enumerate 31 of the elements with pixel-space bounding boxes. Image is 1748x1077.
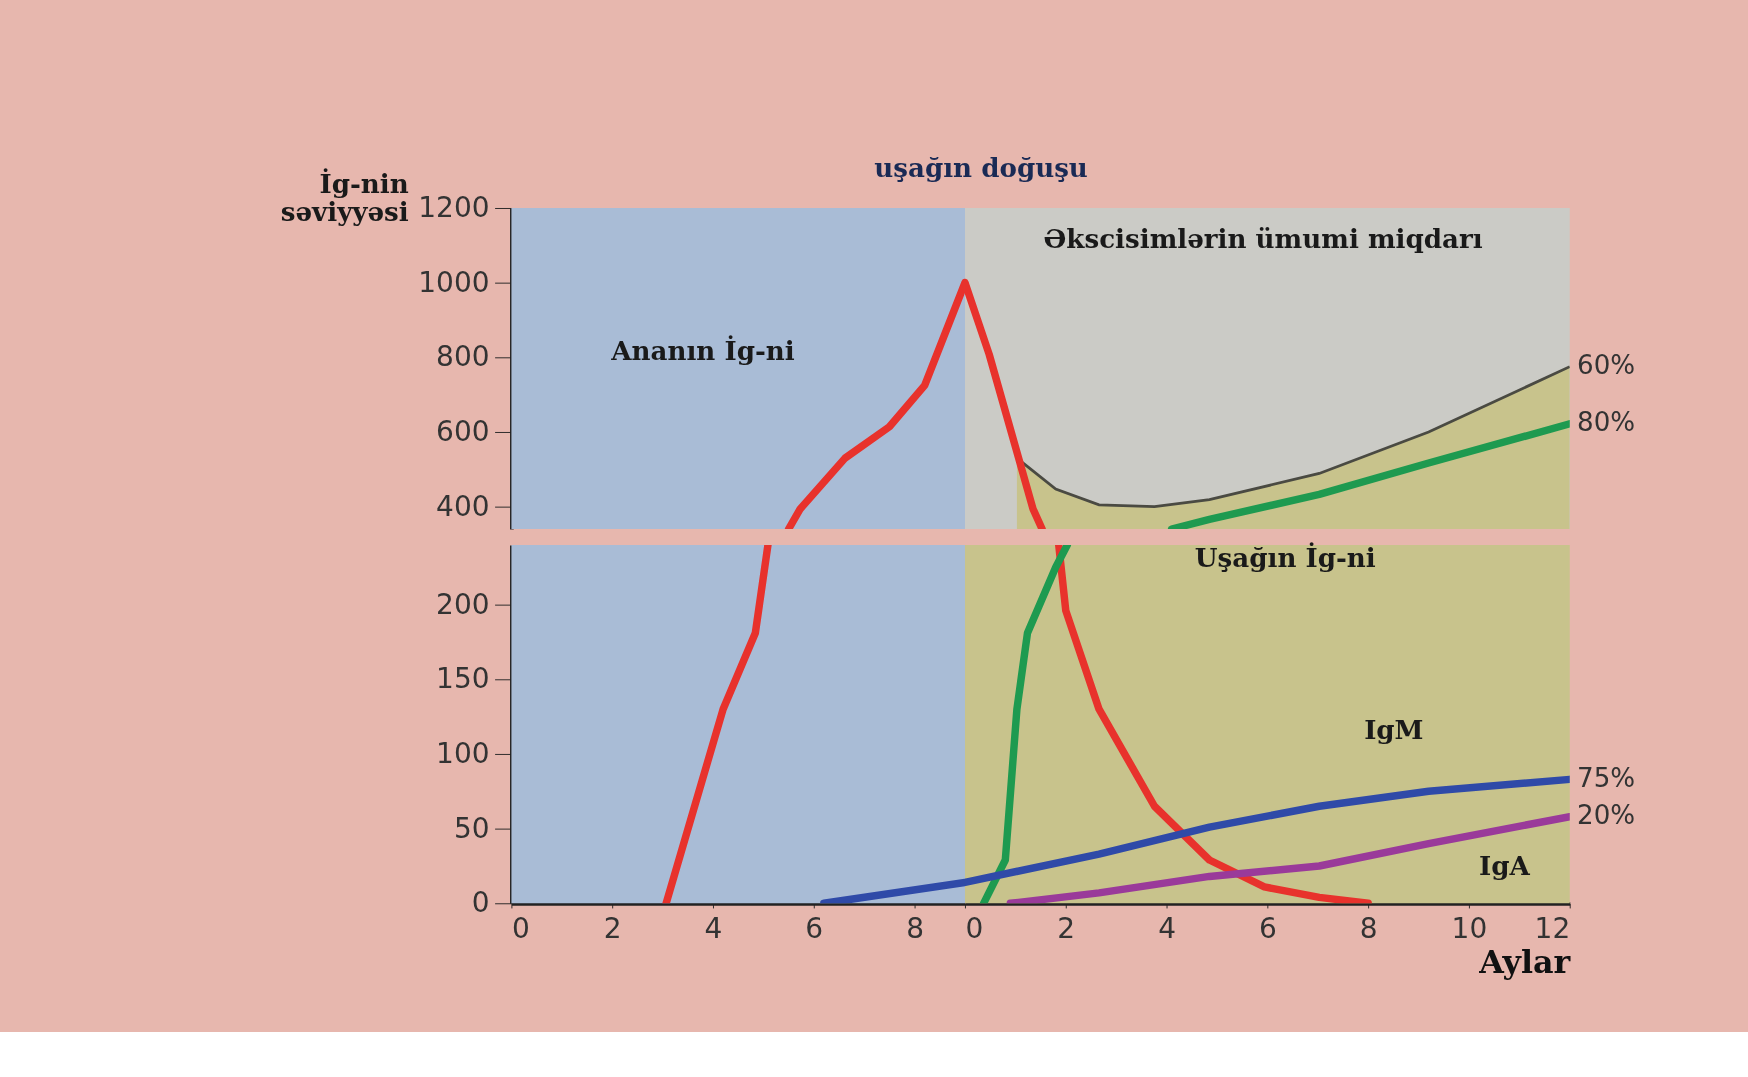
text: 80% — [1577, 407, 1636, 438]
annotation: Əkscisimlərin ümumi miqdarı — [1043, 222, 1483, 254]
x-tick-label: 8 — [906, 912, 924, 946]
annotation: IgM — [1364, 713, 1424, 745]
annotation: IgA — [1479, 849, 1531, 881]
y-tick-label: 0 — [471, 886, 490, 920]
x-tick-label: 0 — [965, 912, 984, 946]
y-tick-label: 800 — [436, 340, 490, 374]
x-tick-label: 6 — [805, 912, 824, 946]
y-tick-label: 1200 — [418, 190, 490, 224]
x-tick-label: 6 — [1258, 912, 1277, 946]
y-axis-title: İg-nin səviyyəsi — [280, 168, 409, 228]
text: 20% — [1577, 800, 1636, 831]
x-tick-label: 0 — [511, 912, 530, 946]
y-tick-label: 100 — [436, 736, 490, 770]
text: 60% — [1577, 350, 1636, 381]
y-tick-label: 400 — [436, 489, 490, 523]
text: 75% — [1577, 762, 1636, 793]
x-tick-label: 2 — [603, 912, 622, 946]
x-tick-label: 2 — [1057, 912, 1076, 946]
y-tick-label: 600 — [436, 414, 490, 448]
x-tick-label: 8 — [1359, 912, 1378, 946]
x-tick-label: 4 — [704, 912, 723, 946]
x-tick-label: 4 — [1158, 912, 1176, 946]
text: uşağın doğuşu — [874, 151, 1088, 183]
y-tick-label: 50 — [453, 811, 490, 845]
annotation: Ananın İg-ni — [610, 334, 795, 366]
y-tick-label: 200 — [436, 587, 490, 621]
y-tick-label: 1000 — [418, 265, 490, 299]
annotation: Uşağın İg-ni — [1194, 541, 1376, 573]
y-tick-label: 150 — [436, 662, 490, 696]
